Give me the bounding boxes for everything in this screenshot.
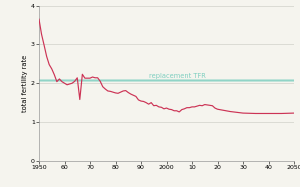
Bar [39,79,294,82]
Text: replacement TFR: replacement TFR [149,73,206,79]
Y-axis label: total fertility rate: total fertility rate [22,55,28,112]
